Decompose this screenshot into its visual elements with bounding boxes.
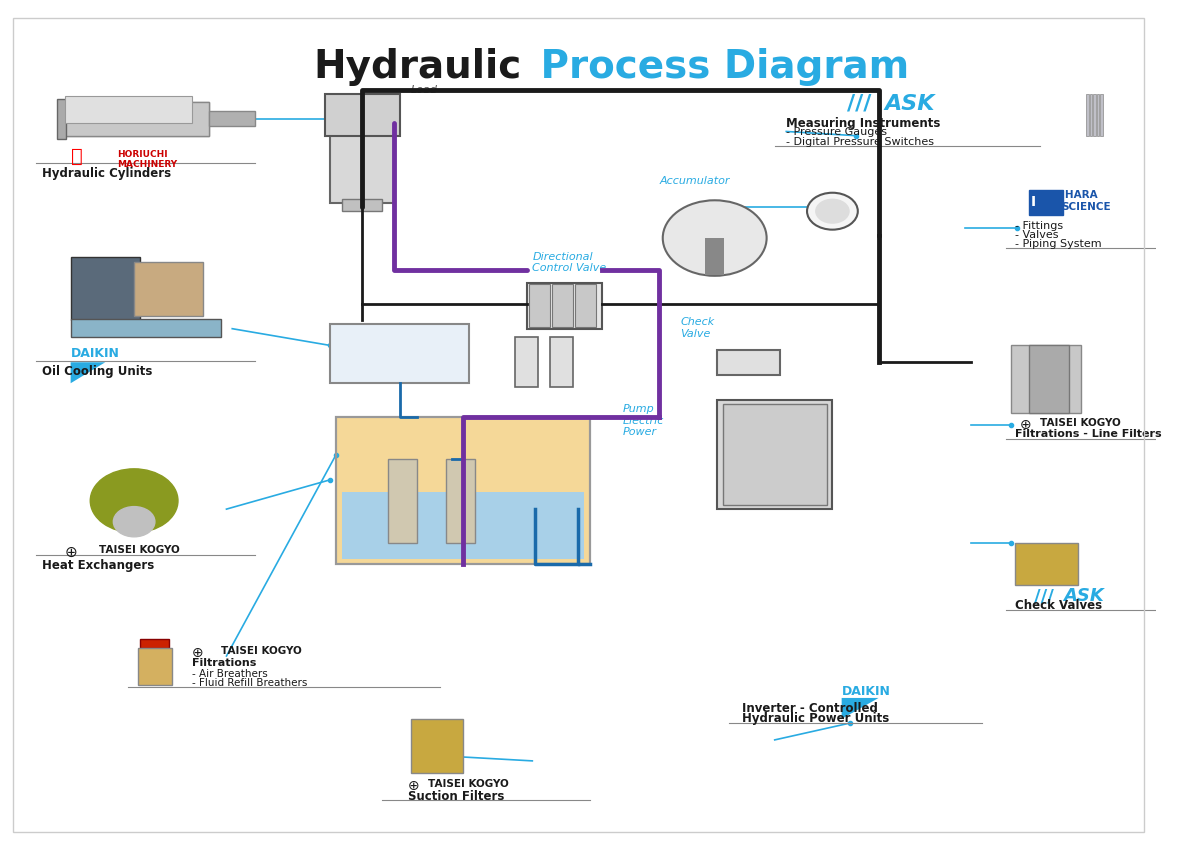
- Bar: [64, 96, 192, 123]
- Bar: [70, 258, 139, 320]
- Text: - Air Breathers: - Air Breathers: [192, 669, 268, 679]
- Text: ///: ///: [848, 93, 872, 114]
- Bar: [445, 459, 474, 543]
- Text: ⊕: ⊕: [1019, 418, 1031, 432]
- Text: Filtrations - Line Filters: Filtrations - Line Filters: [1015, 429, 1161, 440]
- Text: Hydraulic Power Units: Hydraulic Power Units: [742, 712, 890, 725]
- Bar: [139, 639, 169, 647]
- Bar: [210, 111, 255, 126]
- Text: - Digital Pressure Switches: - Digital Pressure Switches: [786, 136, 934, 147]
- Bar: [1029, 345, 1070, 413]
- Bar: [330, 123, 394, 203]
- Bar: [575, 285, 596, 327]
- Text: Suction Filters: Suction Filters: [407, 791, 504, 803]
- Bar: [526, 283, 601, 328]
- Bar: [1097, 93, 1099, 136]
- Text: HORIUCHI
MACHINERY: HORIUCHI MACHINERY: [117, 150, 177, 169]
- Text: Heat Exchangers: Heat Exchangers: [42, 559, 154, 573]
- Bar: [135, 262, 204, 316]
- Text: - Fluid Refill Breathers: - Fluid Refill Breathers: [192, 678, 307, 688]
- Bar: [1100, 93, 1103, 136]
- Text: Check Valves: Check Valves: [1015, 599, 1102, 612]
- Bar: [138, 647, 173, 685]
- Text: Hydraulic: Hydraulic: [313, 47, 522, 86]
- Text: Pump
Electric
Power: Pump Electric Power: [623, 404, 663, 437]
- Bar: [1093, 93, 1096, 136]
- Bar: [411, 719, 463, 774]
- Text: 🔧: 🔧: [70, 147, 82, 167]
- Text: IHARA
SCIENCE: IHARA SCIENCE: [1061, 190, 1110, 212]
- Bar: [330, 324, 469, 383]
- Bar: [388, 459, 417, 543]
- Bar: [60, 102, 210, 136]
- Bar: [1086, 93, 1089, 136]
- Bar: [723, 404, 827, 505]
- Text: - Valves: - Valves: [1015, 231, 1059, 241]
- Polygon shape: [842, 698, 879, 719]
- Text: I: I: [1031, 195, 1036, 209]
- Text: Accumulator: Accumulator: [660, 176, 730, 186]
- Text: Process Diagram: Process Diagram: [526, 47, 909, 86]
- Bar: [1011, 345, 1080, 413]
- Text: DAIKIN: DAIKIN: [842, 685, 891, 698]
- Bar: [717, 349, 780, 375]
- Text: Oil Cooling Units: Oil Cooling Units: [42, 365, 152, 378]
- Bar: [1029, 190, 1064, 216]
- Text: TAISEI KOGYO: TAISEI KOGYO: [220, 646, 301, 656]
- Bar: [705, 238, 724, 275]
- Text: TAISEI KOGYO: TAISEI KOGYO: [1040, 418, 1121, 428]
- Text: Load: Load: [411, 85, 438, 95]
- Text: ASK: ASK: [1064, 587, 1104, 605]
- Bar: [336, 417, 590, 563]
- Text: ⊕: ⊕: [407, 780, 419, 793]
- Bar: [549, 337, 573, 387]
- Bar: [342, 199, 382, 211]
- Text: ⊕: ⊕: [192, 646, 204, 660]
- Bar: [1015, 543, 1078, 584]
- Text: - Pressure Gauges: - Pressure Gauges: [786, 127, 887, 137]
- Circle shape: [113, 507, 155, 537]
- Text: ASK: ASK: [885, 93, 935, 114]
- Polygon shape: [70, 362, 105, 383]
- Text: - Fittings: - Fittings: [1015, 221, 1062, 232]
- Bar: [1090, 93, 1092, 136]
- Text: TAISEI KOGYO: TAISEI KOGYO: [100, 546, 180, 555]
- Bar: [551, 285, 573, 327]
- Bar: [325, 93, 400, 136]
- Text: - Piping System: - Piping System: [1015, 239, 1102, 249]
- Circle shape: [662, 200, 767, 276]
- Text: DAIKIN: DAIKIN: [70, 347, 119, 360]
- Bar: [70, 318, 220, 337]
- Text: Hydraulic Cylinders: Hydraulic Cylinders: [42, 167, 172, 179]
- Circle shape: [807, 193, 858, 230]
- Text: Measuring Instruments: Measuring Instruments: [786, 117, 941, 131]
- Text: ⊕: ⊕: [64, 546, 77, 560]
- Circle shape: [91, 469, 177, 533]
- Bar: [529, 285, 549, 327]
- Bar: [717, 400, 833, 509]
- Bar: [342, 493, 585, 559]
- Text: ///: ///: [1035, 587, 1054, 605]
- Bar: [336, 417, 590, 563]
- Text: Filtrations: Filtrations: [192, 658, 256, 668]
- Text: Directional
Control Valve: Directional Control Valve: [532, 252, 606, 274]
- Text: Inverter - Controlled: Inverter - Controlled: [742, 702, 878, 715]
- Bar: [57, 99, 66, 139]
- Bar: [60, 102, 210, 136]
- Bar: [515, 337, 538, 387]
- Circle shape: [815, 199, 849, 224]
- Text: TAISEI KOGYO: TAISEI KOGYO: [429, 780, 510, 789]
- Text: Check
Valve: Check Valve: [680, 317, 715, 338]
